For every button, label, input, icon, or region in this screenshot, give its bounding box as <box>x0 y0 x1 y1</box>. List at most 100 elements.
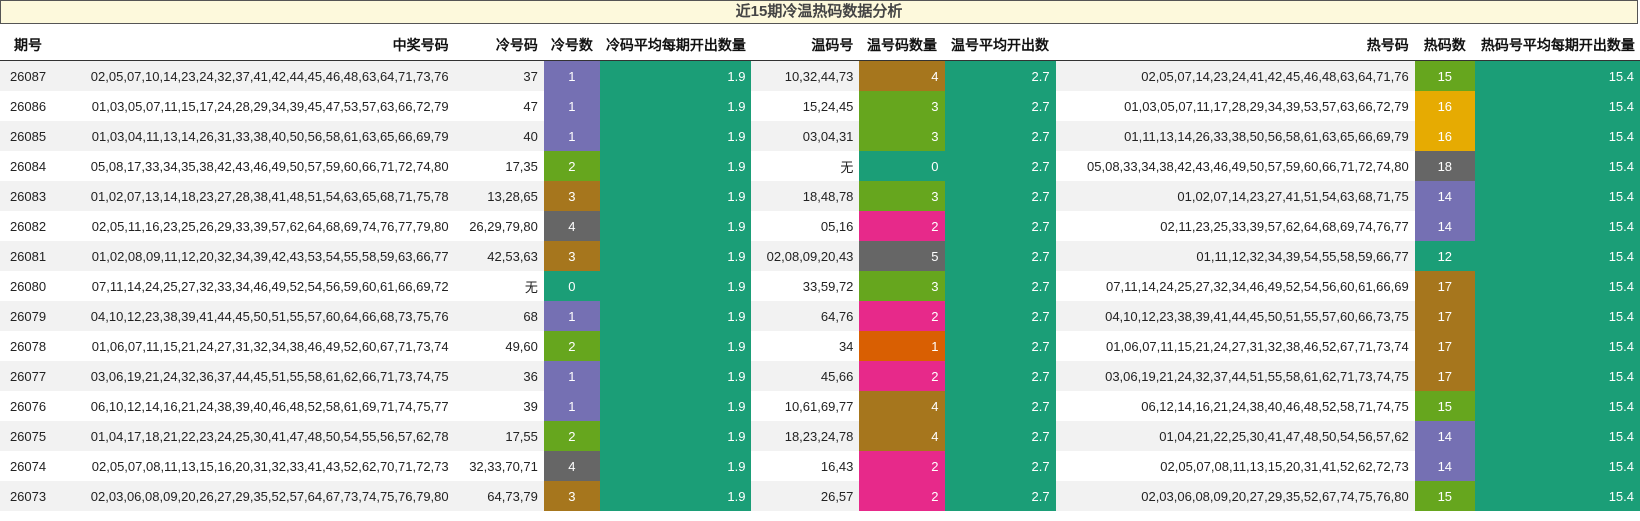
cell-cold-average: 1.9 <box>599 181 752 211</box>
cell-warm-average: 2.7 <box>944 391 1056 421</box>
cell-issue: 26086 <box>0 91 57 121</box>
cell-issue: 26085 <box>0 121 57 151</box>
cell-warm-average: 2.7 <box>944 451 1056 481</box>
cell-warm-average: 2.7 <box>944 91 1056 121</box>
header-warm-average: 温号平均开出数 <box>944 30 1056 61</box>
cell-hot-numbers: 01,06,07,11,15,21,24,27,31,32,38,46,52,6… <box>1055 331 1415 361</box>
header-hot-numbers: 热号码 <box>1055 30 1415 61</box>
cell-cold-count: 3 <box>543 241 600 271</box>
header-winning-numbers: 中奖号码 <box>56 30 455 61</box>
cell-issue: 26082 <box>0 211 57 241</box>
cell-issue: 26081 <box>0 241 57 271</box>
cell-winning-numbers: 02,05,11,16,23,25,26,29,33,39,57,62,64,6… <box>56 211 455 241</box>
cell-warm-numbers: 10,32,44,73 <box>751 60 860 91</box>
cell-warm-count: 4 <box>859 421 945 451</box>
cell-hot-count: 17 <box>1414 271 1475 301</box>
cell-issue: 26078 <box>0 331 57 361</box>
cell-cold-numbers: 17,35 <box>454 151 544 181</box>
header-cold-count: 冷号数 <box>543 30 600 61</box>
cell-winning-numbers: 05,08,17,33,34,35,38,42,43,46,49,50,57,5… <box>56 151 455 181</box>
cell-warm-count: 2 <box>859 301 945 331</box>
cell-hot-average: 15.4 <box>1474 391 1640 421</box>
table-row: 26087 02,05,07,10,14,23,24,32,37,41,42,44… <box>0 60 1640 91</box>
cell-cold-numbers: 26,29,79,80 <box>454 211 544 241</box>
cell-warm-count: 2 <box>859 361 945 391</box>
table-row: 26076 06,10,12,14,16,21,24,38,39,40,46,48… <box>0 391 1640 421</box>
cell-warm-numbers: 05,16 <box>751 211 860 241</box>
cell-hot-average: 15.4 <box>1474 451 1640 481</box>
cell-cold-count: 1 <box>543 301 600 331</box>
cell-issue: 26080 <box>0 271 57 301</box>
cell-issue: 26076 <box>0 391 57 421</box>
cell-warm-count: 2 <box>859 481 945 511</box>
cell-cold-numbers: 68 <box>454 301 544 331</box>
cell-hot-average: 15.4 <box>1474 331 1640 361</box>
cell-warm-count: 2 <box>859 211 945 241</box>
table-row: 26084 05,08,17,33,34,35,38,42,43,46,49,50… <box>0 151 1640 181</box>
cell-cold-average: 1.9 <box>599 60 752 91</box>
cell-hot-count: 15 <box>1414 481 1475 511</box>
cell-cold-average: 1.9 <box>599 301 752 331</box>
table-row: 26073 02,03,06,08,09,20,26,27,29,35,52,57… <box>0 481 1640 511</box>
cell-hot-average: 15.4 <box>1474 271 1640 301</box>
cell-cold-numbers: 37 <box>454 60 544 91</box>
cell-warm-count: 3 <box>859 181 945 211</box>
table-row: 26075 01,04,17,18,21,22,23,24,25,30,41,47… <box>0 421 1640 451</box>
cell-cold-average: 1.9 <box>599 361 752 391</box>
cell-issue: 26073 <box>0 481 57 511</box>
cell-warm-average: 2.7 <box>944 121 1056 151</box>
cell-cold-average: 1.9 <box>599 391 752 421</box>
cell-winning-numbers: 06,10,12,14,16,21,24,38,39,40,46,48,52,5… <box>56 391 455 421</box>
cell-cold-numbers: 40 <box>454 121 544 151</box>
cell-cold-average: 1.9 <box>599 421 752 451</box>
cell-cold-numbers: 32,33,70,71 <box>454 451 544 481</box>
cell-issue: 26075 <box>0 421 57 451</box>
header-hot-average: 热码号平均每期开出数量 <box>1474 30 1640 61</box>
cell-cold-numbers: 47 <box>454 91 544 121</box>
cell-hot-count: 16 <box>1414 121 1475 151</box>
cell-warm-average: 2.7 <box>944 241 1056 271</box>
cell-cold-average: 1.9 <box>599 241 752 271</box>
cell-cold-numbers: 49,60 <box>454 331 544 361</box>
cell-issue: 26074 <box>0 451 57 481</box>
cell-hot-numbers: 05,08,33,34,38,42,43,46,49,50,57,59,60,6… <box>1055 151 1415 181</box>
cell-cold-count: 3 <box>543 481 600 511</box>
cell-hot-count: 15 <box>1414 391 1475 421</box>
cell-cold-count: 2 <box>543 151 600 181</box>
cell-warm-numbers: 15,24,45 <box>751 91 860 121</box>
cell-cold-count: 3 <box>543 181 600 211</box>
cell-cold-average: 1.9 <box>599 211 752 241</box>
cell-winning-numbers: 01,04,17,18,21,22,23,24,25,30,41,47,48,5… <box>56 421 455 451</box>
table-row: 26085 01,03,04,11,13,14,26,31,33,38,40,50… <box>0 121 1640 151</box>
cell-warm-average: 2.7 <box>944 421 1056 451</box>
cell-winning-numbers: 02,05,07,08,11,13,15,16,20,31,32,33,41,4… <box>56 451 455 481</box>
cell-warm-numbers: 26,57 <box>751 481 860 511</box>
cell-hot-numbers: 06,12,14,16,21,24,38,40,46,48,52,58,71,7… <box>1055 391 1415 421</box>
cell-winning-numbers: 02,03,06,08,09,20,26,27,29,35,52,57,64,6… <box>56 481 455 511</box>
cell-winning-numbers: 01,03,05,07,11,15,17,24,28,29,34,39,45,4… <box>56 91 455 121</box>
cell-issue: 26079 <box>0 301 57 331</box>
cell-warm-average: 2.7 <box>944 211 1056 241</box>
cell-hot-numbers: 01,03,05,07,11,17,28,29,34,39,53,57,63,6… <box>1055 91 1415 121</box>
cell-hot-numbers: 04,10,12,23,38,39,41,44,45,50,51,55,57,6… <box>1055 301 1415 331</box>
cell-cold-count: 4 <box>543 451 600 481</box>
cell-winning-numbers: 04,10,12,23,38,39,41,44,45,50,51,55,57,6… <box>56 301 455 331</box>
cell-cold-count: 1 <box>543 361 600 391</box>
cell-winning-numbers: 01,02,08,09,11,12,20,32,34,39,42,43,53,5… <box>56 241 455 271</box>
cell-warm-average: 2.7 <box>944 481 1056 511</box>
cell-winning-numbers: 01,03,04,11,13,14,26,31,33,38,40,50,56,5… <box>56 121 455 151</box>
cell-warm-count: 5 <box>859 241 945 271</box>
cell-warm-numbers: 16,43 <box>751 451 860 481</box>
cell-warm-count: 3 <box>859 91 945 121</box>
cell-cold-average: 1.9 <box>599 271 752 301</box>
cell-hot-count: 16 <box>1414 91 1475 121</box>
header-issue: 期号 <box>0 30 57 61</box>
cell-warm-average: 2.7 <box>944 60 1056 91</box>
cell-hot-numbers: 02,11,23,25,33,39,57,62,64,68,69,74,76,7… <box>1055 211 1415 241</box>
cell-hot-average: 15.4 <box>1474 60 1640 91</box>
cell-cold-numbers: 39 <box>454 391 544 421</box>
cell-cold-count: 2 <box>543 421 600 451</box>
cell-cold-numbers: 42,53,63 <box>454 241 544 271</box>
cell-hot-count: 17 <box>1414 331 1475 361</box>
cell-warm-average: 2.7 <box>944 361 1056 391</box>
